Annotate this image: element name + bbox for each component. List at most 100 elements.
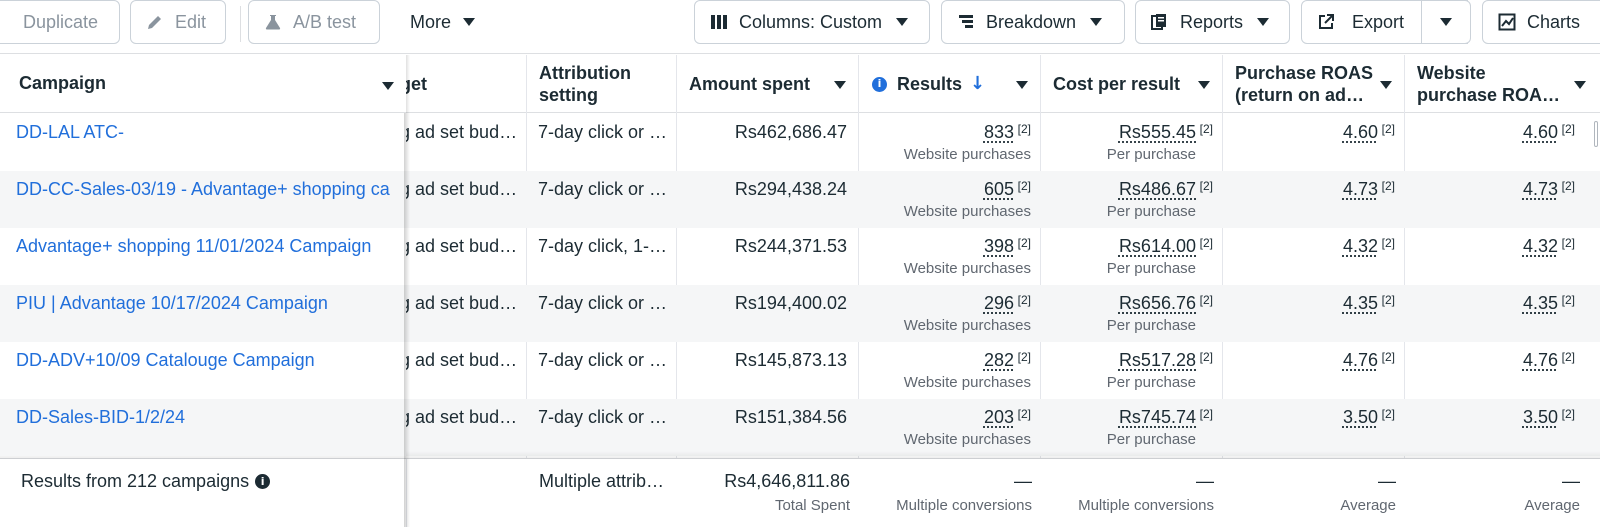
cost-per-result-cell[interactable]: Rs614.00 [2] Per purchase bbox=[1040, 228, 1222, 285]
website-roas-value[interactable]: 4.35 bbox=[1522, 293, 1558, 313]
column-header-amount-spent[interactable]: Amount spent bbox=[676, 55, 858, 113]
website-roas-value[interactable]: 4.60 bbox=[1522, 122, 1558, 142]
purchase-roas-value[interactable]: 4.32 bbox=[1342, 236, 1378, 256]
cost-per-result-value[interactable]: Rs745.74 bbox=[1118, 407, 1196, 427]
results-value[interactable]: 203 bbox=[983, 407, 1014, 427]
cost-per-result-cell[interactable]: Rs517.28 [2] Per purchase bbox=[1040, 342, 1222, 399]
column-header-attribution[interactable]: Attribution setting bbox=[526, 55, 676, 113]
results-sub: Website purchases bbox=[903, 431, 1031, 448]
table-row[interactable]: g ad set bud… 7-day click, 1-… Rs244,371.5… bbox=[0, 228, 1600, 285]
amount-spent-cell: Rs294,438.24 bbox=[676, 171, 858, 228]
cost-per-result-value[interactable]: Rs486.67 bbox=[1118, 179, 1196, 199]
campaign-cell[interactable]: DD-Sales-BID-1/2/24 bbox=[0, 399, 406, 456]
purchase-roas-value[interactable]: 3.50 bbox=[1342, 407, 1378, 427]
cost-per-result-cell[interactable]: Rs555.45 [2] Per purchase bbox=[1040, 114, 1222, 171]
info-icon[interactable]: i bbox=[872, 76, 887, 92]
table-row[interactable]: g ad set bud… 7-day click or … Rs145,873.1… bbox=[0, 342, 1600, 399]
website-roas-cell[interactable]: 4.73 [2] bbox=[1404, 171, 1600, 228]
cost-per-result-cell[interactable]: Rs745.74 [2] Per purchase bbox=[1040, 399, 1222, 456]
purchase-roas-value[interactable]: 4.73 bbox=[1342, 179, 1378, 199]
website-roas-value[interactable]: 4.76 bbox=[1522, 350, 1558, 370]
results-value[interactable]: 282 bbox=[983, 350, 1014, 370]
column-header-purchase-roas[interactable]: Purchase ROAS (return on ad… bbox=[1222, 55, 1404, 113]
cost-per-result-value[interactable]: Rs517.28 bbox=[1118, 350, 1196, 370]
edit-button[interactable]: Edit bbox=[130, 0, 226, 44]
column-header-cost-per-result[interactable]: Cost per result bbox=[1040, 55, 1222, 113]
website-roas-value[interactable]: 3.50 bbox=[1522, 407, 1558, 427]
columns-button[interactable]: Columns: Custom bbox=[694, 0, 930, 44]
results-cell[interactable]: 296 [2] Website purchases bbox=[858, 285, 1040, 342]
info-icon[interactable]: i bbox=[255, 474, 271, 489]
table-row[interactable]: g ad set bud… 7-day click or … Rs462,686.4… bbox=[0, 114, 1600, 171]
table-row[interactable]: g ad set bud… 7-day click or … Rs294,438.2… bbox=[0, 171, 1600, 228]
results-cell[interactable]: 282 [2] Website purchases bbox=[858, 342, 1040, 399]
campaign-name-link[interactable]: DD-CC-Sales-03/19 - Advantage+ shopping … bbox=[16, 179, 390, 199]
purchase-roas-cell[interactable]: 4.73 [2] bbox=[1222, 171, 1404, 228]
results-sub: Website purchases bbox=[903, 317, 1031, 334]
results-value[interactable]: 833 bbox=[983, 122, 1014, 142]
duplicate-button[interactable]: Duplicate bbox=[0, 0, 120, 44]
campaign-name-link[interactable]: DD-Sales-BID-1/2/24 bbox=[16, 407, 186, 427]
campaign-name-link[interactable]: DD-LAL ATC- bbox=[16, 122, 125, 142]
footnote-marker: [2] bbox=[1017, 407, 1031, 421]
column-header-results[interactable]: i Results ↓ bbox=[858, 55, 1040, 113]
website-roas-cell[interactable]: 4.76 [2] bbox=[1404, 342, 1600, 399]
breakdown-button[interactable]: Breakdown bbox=[941, 0, 1125, 44]
website-roas-cell[interactable]: 4.60 [2] bbox=[1404, 114, 1600, 171]
purchase-roas-value[interactable]: 4.76 bbox=[1342, 350, 1378, 370]
reports-button[interactable]: Reports bbox=[1135, 0, 1290, 44]
cost-per-result-value[interactable]: Rs555.45 bbox=[1118, 122, 1196, 142]
campaign-name-link[interactable]: Advantage+ shopping 11/01/2024 Campaign bbox=[16, 236, 372, 256]
budget-value: g ad set bud… bbox=[400, 350, 518, 370]
campaign-cell[interactable]: DD-CC-Sales-03/19 - Advantage+ shopping … bbox=[0, 171, 406, 228]
purchase-roas-cell[interactable]: 4.35 [2] bbox=[1222, 285, 1404, 342]
reports-label: Reports bbox=[1180, 11, 1244, 32]
column-header-budget-label: get bbox=[400, 74, 427, 94]
purchase-roas-value[interactable]: 4.35 bbox=[1342, 293, 1378, 313]
purchase-roas-cell[interactable]: 3.50 [2] bbox=[1222, 399, 1404, 456]
toolbar: Duplicate Edit A/B test More Columns: Cu… bbox=[0, 0, 1600, 54]
website-roas-cell[interactable]: 3.50 [2] bbox=[1404, 399, 1600, 456]
table-row[interactable]: g ad set bud… 7-day click or … Rs151,384.5… bbox=[0, 399, 1600, 456]
charts-button[interactable]: Charts bbox=[1482, 0, 1600, 44]
footnote-marker: [2] bbox=[1017, 350, 1031, 364]
ab-test-button[interactable]: A/B test bbox=[248, 0, 380, 44]
column-header-campaign[interactable]: Campaign bbox=[0, 55, 406, 113]
results-cell[interactable]: 203 [2] Website purchases bbox=[858, 399, 1040, 456]
export-dropdown-button[interactable] bbox=[1421, 0, 1471, 44]
results-value[interactable]: 296 bbox=[983, 293, 1014, 313]
table-row[interactable]: g ad set bud… 7-day click or … Rs194,400.0… bbox=[0, 285, 1600, 342]
horizontal-scroll-handle[interactable] bbox=[1594, 121, 1598, 147]
column-header-website-roas[interactable]: Website purchase ROA… bbox=[1404, 55, 1600, 113]
campaign-cell[interactable]: DD-LAL ATC- bbox=[0, 114, 406, 171]
purchase-roas-cell[interactable]: 4.32 [2] bbox=[1222, 228, 1404, 285]
results-cell[interactable]: 398 [2] Website purchases bbox=[858, 228, 1040, 285]
results-value[interactable]: 605 bbox=[983, 179, 1014, 199]
results-cell[interactable]: 833 [2] Website purchases bbox=[858, 114, 1040, 171]
cost-per-result-cell[interactable]: Rs486.67 [2] Per purchase bbox=[1040, 171, 1222, 228]
campaign-cell[interactable]: PIU | Advantage 10/17/2024 Campaign bbox=[0, 285, 406, 342]
cost-per-result-cell[interactable]: Rs656.76 [2] Per purchase bbox=[1040, 285, 1222, 342]
website-roas-cell[interactable]: 4.32 [2] bbox=[1404, 228, 1600, 285]
footnote-marker: [2] bbox=[1381, 407, 1395, 421]
purchase-roas-value[interactable]: 4.60 bbox=[1342, 122, 1378, 142]
more-button[interactable]: More bbox=[395, 0, 495, 44]
campaign-cell[interactable]: DD-ADV+10/09 Catalouge Campaign bbox=[0, 342, 406, 399]
results-cell[interactable]: 605 [2] Website purchases bbox=[858, 171, 1040, 228]
results-value[interactable]: 398 bbox=[983, 236, 1014, 256]
campaign-name-link[interactable]: DD-ADV+10/09 Catalouge Campaign bbox=[16, 350, 315, 370]
column-header-budget[interactable]: get bbox=[400, 55, 526, 113]
cost-per-result-value[interactable]: Rs614.00 bbox=[1118, 236, 1196, 256]
purchase-roas-cell[interactable]: 4.60 [2] bbox=[1222, 114, 1404, 171]
website-roas-cell[interactable]: 4.35 [2] bbox=[1404, 285, 1600, 342]
campaign-cell[interactable]: Advantage+ shopping 11/01/2024 Campaign bbox=[0, 228, 406, 285]
amount-spent-cell: Rs194,400.02 bbox=[676, 285, 858, 342]
cost-per-result-value[interactable]: Rs656.76 bbox=[1118, 293, 1196, 313]
purchase-roas-cell[interactable]: 4.76 [2] bbox=[1222, 342, 1404, 399]
attribution-cell: 7-day click or … bbox=[526, 342, 676, 399]
sort-down-arrow-icon[interactable]: ↓ bbox=[970, 73, 986, 94]
footnote-marker: [2] bbox=[1017, 293, 1031, 307]
campaign-name-link[interactable]: PIU | Advantage 10/17/2024 Campaign bbox=[16, 293, 328, 313]
website-roas-value[interactable]: 4.32 bbox=[1522, 236, 1558, 256]
website-roas-value[interactable]: 4.73 bbox=[1522, 179, 1558, 199]
